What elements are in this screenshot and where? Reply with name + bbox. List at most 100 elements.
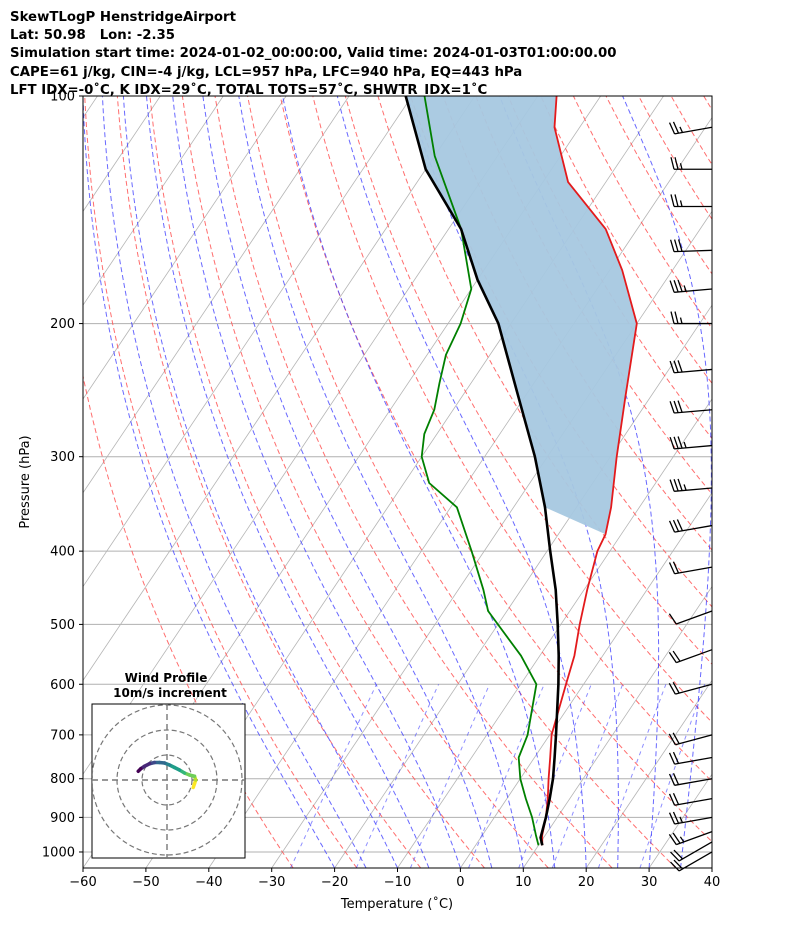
isotherm-line [522,585,712,868]
wind-barb-flag [668,773,676,786]
dry-adiabat-line [507,96,712,440]
x-tick-label: −30 [258,875,285,890]
wind-barb-flag [668,613,677,625]
isotherm-line [83,96,413,588]
dry-adiabat-line [670,96,712,166]
wind-barb-flag [669,239,675,252]
y-tick-label: 300 [50,450,75,465]
wind-barb-flag [673,436,679,449]
wind-barb-shaft [674,126,713,135]
wind-barb-flag [677,239,683,252]
y-tick-label: 700 [50,728,75,743]
mixing-ratio-line [639,684,706,868]
wind-barb-shaft [674,778,713,786]
dry-adiabat-line [703,96,712,111]
wind-barb-flag [677,360,683,373]
x-tick-label: −10 [384,875,411,890]
wind-barb-shaft [674,756,713,765]
x-tick-label: −60 [69,875,96,890]
y-tick-label: 800 [50,772,75,787]
dry-adiabat-line [84,96,358,868]
wind-barb-half-flag [679,126,684,133]
dry-adiabat-line [312,96,712,783]
wind-barb-half-flag [679,163,683,170]
wind-barb-shaft [675,734,713,746]
wind-barb-shaft [674,524,713,533]
wind-barb-flag [677,436,683,449]
wind-barb-shaft [674,288,713,293]
moist-adiabat-line [146,96,430,868]
cape-text: CAPE=61 j/kg, CIN=-4 j/kg, LCL=957 hPa, … [10,64,523,80]
x-tick-label: 40 [704,875,721,890]
chart-title: SkewTLogP HenstridgeAirport [10,10,236,25]
x-tick-label: −50 [132,875,159,890]
wind-barb-half-flag [679,836,685,843]
moist-adiabat-line [101,96,367,868]
hodograph-title: Wind Profile [125,671,208,685]
isotherm-line [775,96,794,868]
x-axis-label: Temperature (˚C) [340,896,453,912]
wind-barb-flag [672,732,680,744]
wind-barb-flag [669,479,675,492]
isotherm-line [711,867,712,868]
wind-barb-half-flag [683,484,687,491]
wind-barb-shaft [674,444,713,450]
mixing-ratio-line [468,684,545,868]
wind-barb-flag [672,773,680,785]
wind-barb-flag [668,122,676,135]
hodograph-subtitle: 10m/s increment [113,686,227,700]
wind-barb-flag [668,812,676,825]
mixing-ratio-line [551,684,624,868]
wind-barb-flag [668,652,677,664]
dry-adiabat-line [736,96,794,868]
wind-barb-flag [669,360,675,373]
mixing-ratio-line [290,684,377,868]
wind-barbs [668,121,713,872]
parcel-line [404,96,560,846]
wind-barb-half-flag [683,441,687,449]
dry-adiabat-line [769,96,794,868]
dry-adiabat-line [638,96,712,221]
wind-barb-half-flag [679,200,683,207]
wind-barb-flag [672,811,680,824]
hodograph-frame [91,703,246,859]
wind-barb-flag [672,751,680,764]
wind-barb-flag [677,478,683,491]
dry-adiabat-line [605,96,712,275]
wind-barb-shaft [674,566,713,575]
isotherm-line [83,96,287,400]
wind-barb-half-flag [679,317,683,324]
x-tick-label: 0 [456,875,464,890]
hodograph: Wind Profile 10m/s increment [91,671,246,859]
wind-barb-shaft [676,831,713,846]
wind-barb-flag [669,280,675,293]
wind-barb-flag [677,400,683,413]
dry-adiabat-line [83,373,294,868]
wind-barb-flag [670,194,675,207]
hodograph-segment [136,767,143,773]
moist-adiabat-line [122,96,398,868]
y-tick-label: 200 [50,317,75,332]
wind-barb-flag [669,436,675,450]
mixing-ratio-line [518,684,592,868]
indices-text: LFT IDX=-0˚C, K IDX=29˚C, TOTAL TOTS=57˚… [10,82,488,98]
wind-barb-flag [676,519,684,532]
plot-data [404,96,638,846]
mixing-ratio-line [409,684,490,868]
wind-barb-shaft [674,409,713,414]
isotherm-line [83,96,476,682]
chart-header: SkewTLogP HenstridgeAirport Lat: 50.98 L… [10,9,617,100]
wind-barb-flag [669,401,675,414]
dry-adiabat-line [279,96,712,843]
axes: −60 −50 −40 −30 −20 −10 0 10 20 30 40 100 200 300 400 5… [42,90,720,891]
wind-barb-half-flag [679,816,684,823]
y-tick-label: 400 [50,545,75,560]
location-text: Lat: 50.98 Lon: -2.35 [10,28,176,44]
wind-barb-flag [673,280,679,293]
wind-barb-shaft [674,368,713,374]
wind-barb-flag [672,681,680,694]
moist-adiabat-line [202,96,493,868]
wind-barb-flag [673,479,679,492]
wind-barb-flag [672,561,680,574]
